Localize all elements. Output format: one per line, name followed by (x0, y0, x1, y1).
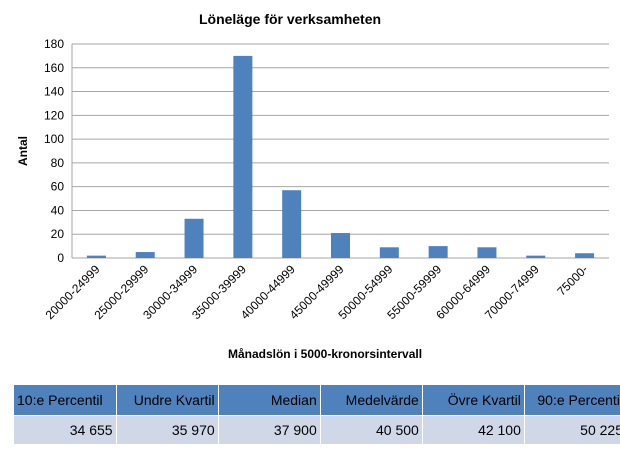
bar (233, 55, 253, 259)
x-axis-title: Månadslön i 5000-kronorsintervall (228, 347, 422, 361)
value-median: 37 900 (218, 415, 321, 444)
y-tick-label: 20 (51, 227, 65, 241)
statistics-value-row: 34 655 35 970 37 900 40 500 42 100 50 22… (14, 415, 620, 444)
header-90th-percentile: 90:e Percentil (524, 385, 620, 416)
x-tick-label: 75000- (554, 262, 590, 298)
y-axis-ticks: 0 20 40 60 80 100 120 140 160 180 (44, 37, 64, 265)
y-tick-label: 40 (51, 203, 65, 217)
x-axis-ticks: 20000-2499925000-2999930000-3499935000-3… (43, 262, 591, 322)
bar (526, 255, 546, 258)
bar-chart: Löneläge för verksamheten 0 20 40 60 80 100 12… (16, 11, 609, 361)
bar (282, 190, 302, 258)
value-upper-quartile: 42 100 (422, 415, 525, 444)
bars (86, 55, 595, 259)
bar (86, 255, 106, 258)
y-axis-title: Antal (16, 136, 30, 166)
chart-title: Löneläge för verksamheten (199, 11, 381, 27)
y-tick-label: 80 (51, 156, 65, 170)
y-tick-label: 0 (57, 251, 64, 265)
bar (379, 247, 399, 258)
value-90th-percentile: 50 225 (524, 415, 620, 444)
value-mean: 40 500 (320, 415, 423, 444)
y-tick-label: 120 (44, 108, 64, 122)
header-mean: Medelvärde (320, 385, 423, 416)
header-10th-percentile: 10:e Percentil (14, 385, 117, 416)
bar (477, 247, 497, 258)
header-lower-quartile: Undre Kvartil (116, 385, 219, 416)
y-tick-label: 60 (51, 180, 65, 194)
bar (135, 252, 155, 258)
statistics-header-row: 10:e Percentil Undre Kvartil Median Mede… (14, 385, 620, 416)
bar (331, 233, 350, 258)
y-tick-label: 180 (44, 37, 64, 51)
bar (575, 253, 595, 258)
value-10th-percentile: 34 655 (14, 415, 117, 444)
value-lower-quartile: 35 970 (116, 415, 219, 444)
bar (184, 218, 204, 258)
y-tick-label: 140 (44, 85, 64, 99)
header-upper-quartile: Övre Kvartil (422, 385, 525, 416)
bar (428, 246, 448, 258)
statistics-table: 10:e Percentil Undre Kvartil Median Mede… (14, 385, 620, 444)
header-median: Median (218, 385, 321, 416)
y-tick-label: 100 (44, 132, 64, 146)
y-tick-label: 160 (44, 61, 64, 75)
gridlines (71, 43, 609, 259)
